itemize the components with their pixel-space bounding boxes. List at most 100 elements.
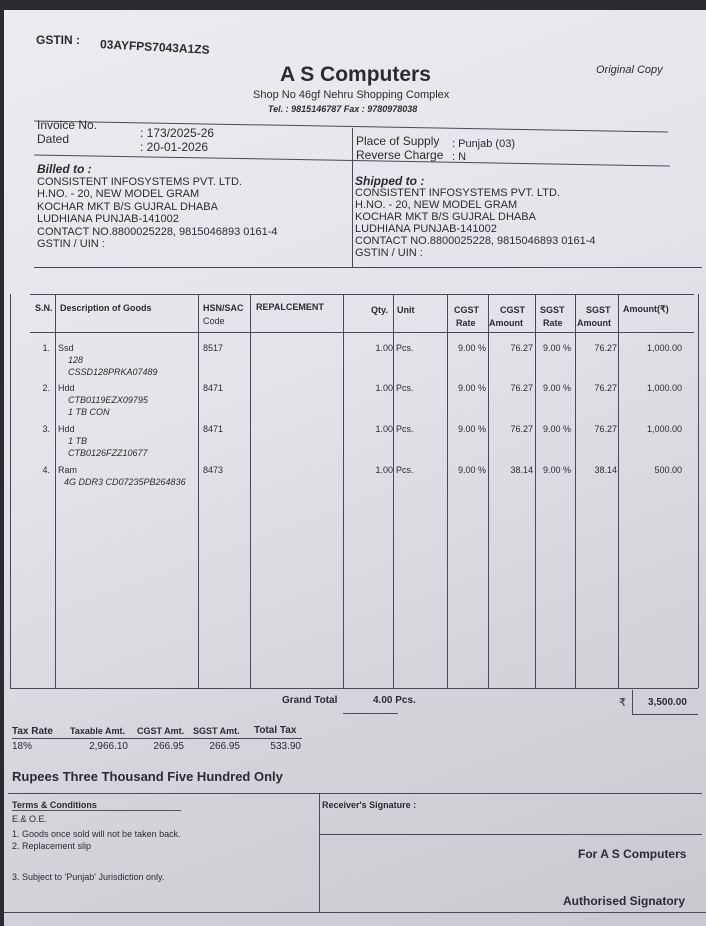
cell-description-detail: CTB0119EZX09795 bbox=[68, 395, 148, 405]
grand-total-qty: 4.00 Pcs. bbox=[373, 695, 416, 706]
tax-header: SGST Amt. bbox=[193, 726, 240, 736]
total-tax: 533.90 bbox=[270, 741, 301, 752]
cell-sgst-rate: 9.00 % bbox=[542, 343, 571, 353]
table-column-divider bbox=[250, 294, 251, 688]
cell-desc: Hdd bbox=[58, 424, 75, 434]
cell-description-detail: 4G DDR3 CD07235PB264836 bbox=[64, 477, 186, 487]
cell-sn: 3. bbox=[42, 424, 50, 434]
terms-line: 3. Subject to 'Punjab' Jurisdiction only… bbox=[12, 872, 165, 882]
table-column-divider bbox=[10, 294, 11, 688]
col-qty: Qty. bbox=[371, 305, 388, 315]
reverse-charge: : N bbox=[452, 151, 467, 163]
tax-header: Total Tax bbox=[254, 725, 297, 736]
cell-unit: Pcs. bbox=[396, 424, 414, 434]
shipped-line: LUDHIANA PUNJAB-141002 bbox=[355, 223, 497, 235]
col-replacement: REPALCEMENT bbox=[256, 302, 324, 312]
cell-sgst-amt: 38.14 bbox=[594, 465, 617, 475]
cell-hsn: 8473 bbox=[203, 465, 224, 475]
cell-unit: Pcs. bbox=[396, 383, 414, 393]
table-column-divider bbox=[198, 294, 199, 688]
billed-to: Billed to : CONSISTENT INFOSYSTEMS PVT. … bbox=[37, 163, 278, 251]
cell-cgst-amt: 38.14 bbox=[510, 465, 533, 475]
cell-cgst-amt: 76.27 bbox=[510, 424, 533, 434]
cell-hsn: 8471 bbox=[203, 424, 224, 434]
invoice-no-label: Invoice No. bbox=[37, 118, 98, 132]
cell-sgst-amt: 76.27 bbox=[594, 383, 617, 393]
col-sn: S.N. bbox=[35, 303, 53, 313]
gstin-label: GSTIN : bbox=[36, 33, 80, 47]
cell-hsn: 8517 bbox=[203, 343, 224, 353]
cell-unit: Pcs. bbox=[396, 343, 414, 353]
col-hsn: HSN/SAC bbox=[203, 303, 244, 313]
cell-amount: 1,000.00 bbox=[646, 424, 682, 434]
col-amount: Amount(₹) bbox=[623, 304, 669, 314]
cell-cgst-rate: 9.00 % bbox=[457, 343, 486, 353]
tax-rate: 18% bbox=[12, 741, 33, 752]
shipped-line: H.NO. - 20, NEW MODEL GRAM bbox=[355, 199, 518, 211]
cell-desc: Ssd bbox=[58, 343, 74, 353]
col-hsn-code: Code bbox=[203, 316, 225, 326]
cell-description-detail: CSSD128PRKA07489 bbox=[68, 367, 158, 377]
terms-title: Terms & Conditions bbox=[12, 800, 181, 811]
table-column-divider bbox=[447, 294, 448, 688]
cell-amount: 1,000.00 bbox=[646, 343, 682, 353]
billed-line: KOCHAR MKT B/S GUJRAL DHABA bbox=[37, 200, 218, 213]
cell-cgst-amt: 76.27 bbox=[510, 383, 533, 393]
cell-sn: 2. bbox=[42, 383, 50, 393]
table-column-divider bbox=[488, 294, 489, 688]
cell-sgst-amt: 76.27 bbox=[594, 424, 617, 434]
table-column-divider bbox=[698, 294, 699, 688]
cell-qty: 1.00 bbox=[375, 424, 393, 434]
col-sgst-rate-2: Rate bbox=[543, 318, 563, 328]
amount-in-words: Rupees Three Thousand Five Hundred Only bbox=[12, 769, 283, 784]
cell-sn: 1. bbox=[42, 343, 50, 353]
cell-sn: 4. bbox=[42, 465, 50, 475]
taxable-amount: 2,966.10 bbox=[89, 741, 128, 752]
cell-sgst-amt: 76.27 bbox=[594, 343, 617, 353]
shipped-gstin: GSTIN / UIN : bbox=[355, 247, 423, 259]
table-column-divider bbox=[55, 294, 56, 688]
dated-label: Dated bbox=[37, 132, 70, 146]
copy-type: Original Copy bbox=[596, 64, 663, 76]
shipped-line: KOCHAR MKT B/S GUJRAL DHABA bbox=[355, 211, 536, 223]
cell-amount: 500.00 bbox=[654, 465, 682, 475]
company-address: Shop No 46gf Nehru Shopping Complex bbox=[253, 89, 450, 101]
table-column-divider bbox=[393, 294, 394, 688]
terms-line: 1. Goods once sold will not be taken bac… bbox=[12, 829, 181, 839]
col-sgst-rate: SGST bbox=[540, 305, 565, 315]
cell-hsn: 8471 bbox=[203, 383, 224, 393]
cell-amount: 1,000.00 bbox=[646, 383, 682, 393]
shipped-line: CONTACT NO.8800025228, 9815046893 0161-4 bbox=[355, 235, 596, 247]
terms: Terms & Conditions E.& O.E. 1. Goods onc… bbox=[12, 800, 181, 882]
cell-description-detail: CTB0126FZZ10677 bbox=[68, 448, 148, 458]
cell-sgst-rate: 9.00 % bbox=[542, 465, 571, 475]
cell-desc: Hdd bbox=[58, 383, 75, 393]
col-cgst-amount: CGST bbox=[500, 305, 526, 315]
cell-sgst-rate: 9.00 % bbox=[542, 383, 571, 393]
sgst-amount: 266.95 bbox=[209, 741, 240, 752]
col-description: Description of Goods bbox=[60, 303, 152, 313]
tax-header: Taxable Amt. bbox=[70, 726, 126, 736]
grand-total-amount: 3,500.00 bbox=[648, 697, 687, 708]
col-sgst-amount-2: Amount bbox=[577, 318, 611, 328]
cell-cgst-rate: 9.00 % bbox=[457, 424, 486, 434]
shipped-to: Shipped to : CONSISTENT INFOSYSTEMS PVT.… bbox=[355, 175, 596, 259]
col-sgst-amount: SGST bbox=[586, 305, 611, 315]
tax-header: CGST Amt. bbox=[137, 726, 185, 736]
for-company: For A S Computers bbox=[578, 847, 687, 861]
billed-line: CONSISTENT INFOSYSTEMS PVT. LTD. bbox=[37, 175, 242, 188]
billed-gstin: GSTIN / UIN : bbox=[37, 238, 105, 250]
company-name: A S Computers bbox=[280, 63, 431, 86]
cell-cgst-rate: 9.00 % bbox=[457, 383, 486, 393]
billed-to-title: Billed to : bbox=[37, 162, 92, 176]
cell-cgst-rate: 9.00 % bbox=[457, 465, 486, 475]
invoice-date: : 20-01-2026 bbox=[140, 140, 209, 154]
shipped-line: CONSISTENT INFOSYSTEMS PVT. LTD. bbox=[355, 187, 560, 199]
table-column-divider bbox=[343, 294, 344, 688]
col-cgst-amount-2: Amount bbox=[489, 318, 523, 328]
cell-description-detail: 128 bbox=[68, 355, 84, 365]
rupee-icon: ₹ bbox=[619, 697, 626, 709]
cell-cgst-amt: 76.27 bbox=[510, 343, 533, 353]
place-of-supply: : Punjab (03) bbox=[452, 138, 515, 150]
cgst-amount: 266.95 bbox=[153, 741, 184, 752]
